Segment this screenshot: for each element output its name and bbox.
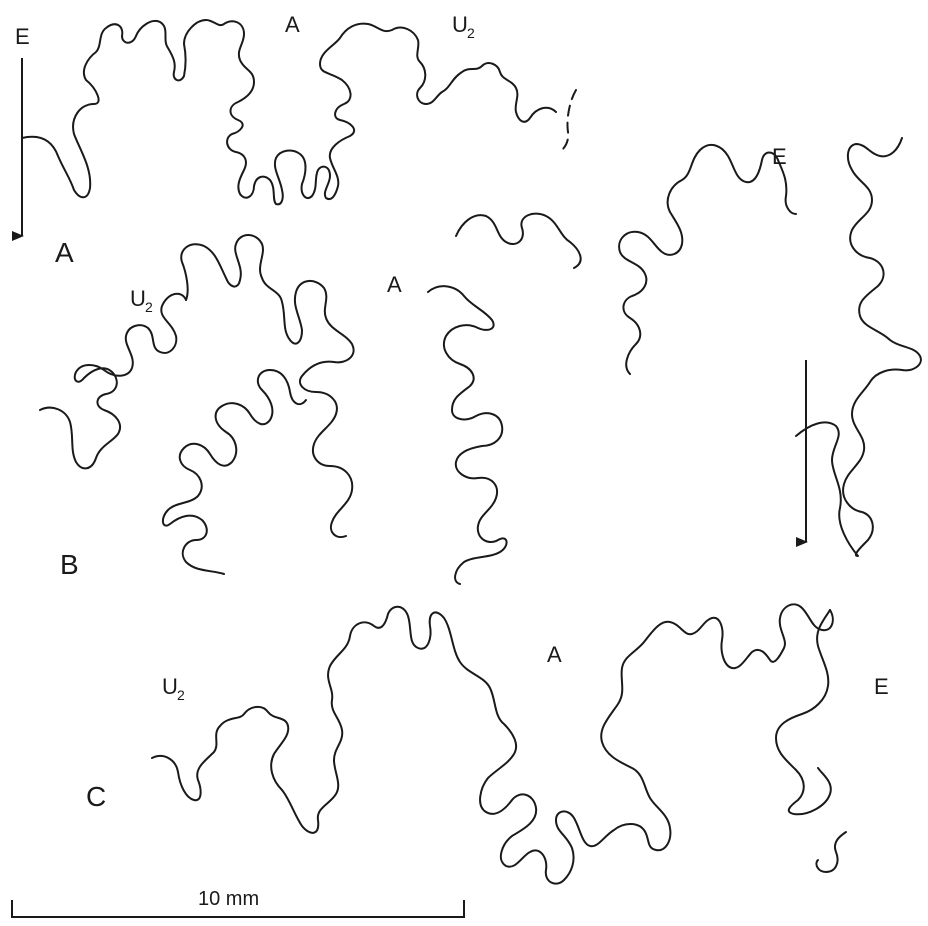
panel-b-lobe-label: A — [387, 272, 402, 297]
panel-b-suture-left — [39, 292, 187, 470]
panel-b-suture-center — [180, 234, 355, 538]
panel-c-suture-fragment — [815, 831, 847, 873]
panel-a-umbilical-label: U — [452, 12, 468, 37]
panel-a-letter: A — [55, 237, 74, 268]
panel-c: C U 2 A E — [86, 603, 889, 885]
panel-b: E B A U 2 — [39, 137, 922, 585]
panel-c-suture-line — [151, 603, 834, 885]
panel-a-umbilical-subscript: 2 — [467, 25, 475, 41]
panel-a-venter-label: E — [15, 24, 30, 49]
panel-c-lobe-label: A — [547, 642, 562, 667]
panel-c-umbilical-subscript: 2 — [177, 687, 185, 703]
panel-a-suture-dashed — [561, 89, 577, 151]
panel-b-suture-lower — [162, 369, 307, 575]
panel-b-umbilical-label: U — [130, 286, 146, 311]
panel-b-venter-label: E — [772, 144, 787, 169]
scale-bar: 10 mm — [11, 888, 465, 918]
panel-c-umbilical-label: U — [162, 674, 178, 699]
panel-b-suture-e-lobe — [618, 143, 797, 375]
panel-c-venter-label: E — [874, 674, 889, 699]
scale-bar-line — [11, 900, 465, 918]
panel-b-suture-right — [427, 285, 508, 585]
panel-b-suture-topright — [455, 212, 582, 269]
panel-b-letter: B — [60, 549, 79, 580]
panel-a: E A A U 2 — [12, 12, 577, 268]
panel-c-suture-e-end — [775, 609, 832, 816]
panel-a-suture-line — [21, 19, 557, 206]
scale-bar-label: 10 mm — [198, 888, 259, 910]
panel-c-letter: C — [86, 781, 106, 812]
panel-b-suture-far-right — [795, 137, 922, 557]
panel-b-umbilical-subscript: 2 — [145, 299, 153, 315]
panel-a-lobe-label: A — [285, 12, 300, 37]
